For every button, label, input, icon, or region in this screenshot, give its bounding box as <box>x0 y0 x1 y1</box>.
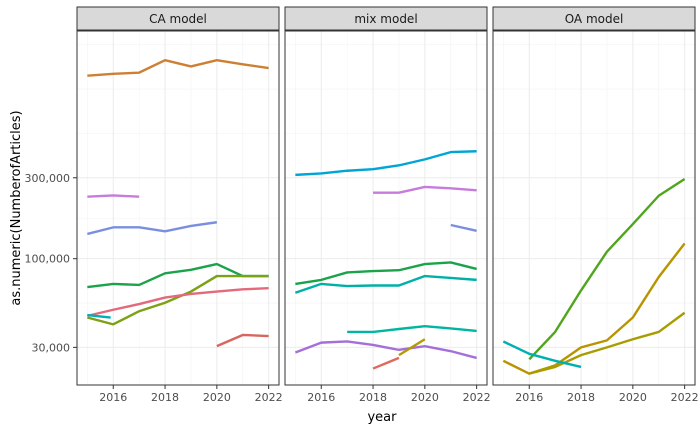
x-tick-label: 2022 <box>463 391 491 404</box>
facet-strip <box>492 6 696 31</box>
series-line-7 <box>294 340 477 360</box>
x-tick-label: 2016 <box>307 391 335 404</box>
series-line-9 <box>398 338 426 357</box>
series-line-4 <box>295 261 477 286</box>
series-line-6 <box>87 286 269 318</box>
x-tick-label: 2016 <box>515 391 543 404</box>
series-line-4 <box>502 340 582 369</box>
x-tick-label: 2018 <box>151 391 179 404</box>
facet-strip <box>76 6 280 31</box>
series-line-4 <box>87 262 269 289</box>
x-tick-label: 2020 <box>411 391 439 404</box>
x-tick-label: 2020 <box>619 391 647 404</box>
panels: CA model 2016 2018 2020 2022 mix model 2016 201… <box>76 6 699 404</box>
facet-title: mix model <box>354 12 417 26</box>
series-line-2 <box>87 194 140 198</box>
y-tick-label: 100,000 <box>25 253 71 266</box>
x-tick-label: 2020 <box>203 391 231 404</box>
y-tick-label: 30,000 <box>32 341 71 354</box>
x-tick-label: 2018 <box>567 391 595 404</box>
series-line-6 <box>347 324 477 334</box>
panel-background <box>76 30 280 386</box>
x-tick-label: 2016 <box>99 391 127 404</box>
facet-strip <box>284 6 488 31</box>
series-line-1 <box>528 177 686 361</box>
gridlines <box>493 31 695 385</box>
x-tick-label: 2018 <box>359 391 387 404</box>
series-line-3 <box>87 221 218 236</box>
x-tick-label: 2022 <box>255 391 283 404</box>
series-line-8 <box>372 356 400 370</box>
series-line-5 <box>87 274 269 326</box>
x-tick-label: 2022 <box>671 391 699 404</box>
series-line-1 <box>295 150 477 177</box>
y-axis-title: as.numeric(NumberofArticles) <box>9 110 24 305</box>
y-axis: 30,000 100,000 300,000 <box>25 172 77 354</box>
panel-background <box>284 30 488 386</box>
series-line-5 <box>294 274 477 294</box>
gridlines <box>77 31 279 385</box>
series-line-7 <box>87 313 111 319</box>
series-line-3 <box>528 311 686 375</box>
facet-title: CA model <box>149 12 207 26</box>
y-tick-label: 300,000 <box>25 172 71 185</box>
panel-border <box>492 30 696 386</box>
panel-2: mix model 2016 2018 2020 2022 <box>284 6 491 404</box>
panel-border <box>284 30 488 386</box>
series-line-1 <box>87 59 269 77</box>
panel-3: OA model 2016 2018 2020 2022 <box>492 6 699 404</box>
gridlines <box>285 31 487 385</box>
x-axis-title: year <box>367 410 397 425</box>
series-line-8 <box>216 333 269 348</box>
panel-background <box>492 30 696 386</box>
series-line-2 <box>373 185 477 194</box>
series-line-3 <box>450 223 477 232</box>
panel-1: CA model 2016 2018 2020 2022 <box>76 6 283 404</box>
panel-border <box>76 30 280 386</box>
facet-title: OA model <box>565 12 624 26</box>
